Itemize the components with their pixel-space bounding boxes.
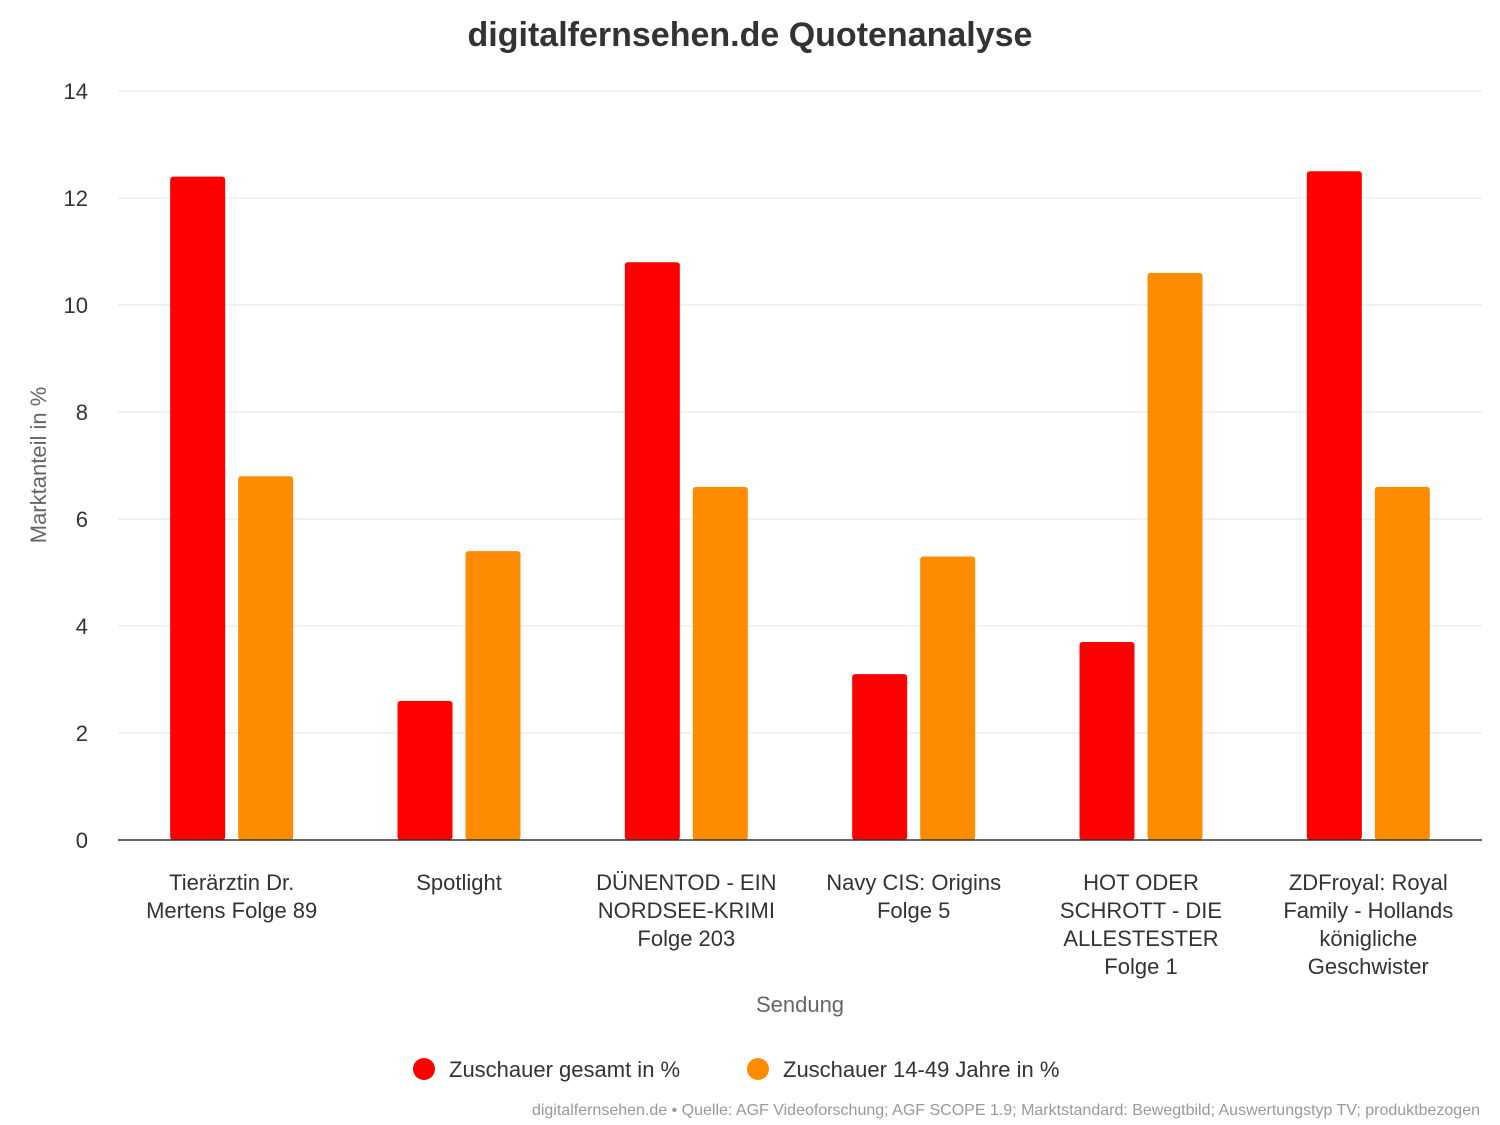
category-label-line: NORDSEE-KRIMI [598, 898, 775, 923]
legend-item-2[interactable]: Zuschauer 14-49 Jahre in % [747, 1057, 1059, 1082]
y-tick-label: 2 [76, 721, 88, 746]
y-tick-label: 0 [76, 828, 88, 853]
category-label-6: ZDFroyal: Royal Family - Hollands königlic… [1283, 870, 1453, 979]
category-label-line: Family - Hollands [1283, 898, 1453, 923]
gridlines [118, 90, 1482, 734]
legend-label: Zuschauer 14-49 Jahre in % [783, 1057, 1059, 1082]
y-tick-label: 6 [76, 507, 88, 532]
y-axis-title: Marktanteil in % [26, 387, 51, 544]
category-label-line: königliche [1319, 926, 1417, 951]
bar-series2-5[interactable] [1147, 272, 1203, 840]
bar-series2-2[interactable] [465, 551, 521, 840]
legend-marker [413, 1058, 435, 1080]
y-tick-label: 12 [64, 186, 88, 211]
bar-series1-3[interactable] [624, 262, 680, 840]
y-tick-label: 10 [64, 293, 88, 318]
y-tick-label: 4 [76, 614, 88, 639]
category-label-line: Tierärztin Dr. [169, 870, 294, 895]
y-tick-label: 8 [76, 400, 88, 425]
category-label-5: HOT ODER SCHROTT - DIE ALLESTESTER Folge 1 [1060, 870, 1222, 979]
bar-series1-1[interactable] [170, 176, 226, 841]
category-label-line: Folge 5 [877, 898, 950, 923]
x-axis-categories: Tierärztin Dr. Mertens Folge 89 Spotlight D… [146, 870, 1453, 979]
x-axis-title: Sendung [756, 992, 844, 1017]
y-tick-label: 14 [64, 79, 88, 104]
category-label-line: Spotlight [416, 870, 502, 895]
bar-series2-6[interactable] [1374, 486, 1430, 840]
bar-series2-4[interactable] [920, 556, 976, 840]
bar-series2-1[interactable] [238, 476, 294, 840]
y-axis-ticks: 0 2 4 6 8 10 12 14 [64, 79, 88, 853]
bar-series2-3[interactable] [692, 486, 748, 840]
category-label-4: Navy CIS: Origins Folge 5 [826, 870, 1001, 923]
bar-series1-6[interactable] [1306, 171, 1362, 840]
bar-series1-4[interactable] [852, 674, 908, 840]
category-label-line: DÜNENTOD - EIN [596, 870, 777, 895]
category-label-1: Tierärztin Dr. Mertens Folge 89 [146, 870, 317, 923]
bar-series1-5[interactable] [1079, 642, 1135, 840]
bars [170, 171, 1430, 841]
legend-label: Zuschauer gesamt in % [449, 1057, 680, 1082]
category-label-line: Geschwister [1308, 954, 1429, 979]
category-label-line: Folge 1 [1104, 954, 1177, 979]
category-label-line: ALLESTESTER [1063, 926, 1218, 951]
chart-credit: digitalfernsehen.de • Quelle: AGF Videof… [532, 1102, 1480, 1119]
category-label-3: DÜNENTOD - EIN NORDSEE-KRIMI Folge 203 [596, 870, 777, 951]
legend-item-1[interactable]: Zuschauer gesamt in % [413, 1057, 680, 1082]
legend: Zuschauer gesamt in % Zuschauer 14-49 Jah… [413, 1057, 1059, 1082]
chart-title: digitalfernsehen.de Quotenanalyse [468, 16, 1033, 54]
legend-marker [747, 1058, 769, 1080]
category-label-line: SCHROTT - DIE [1060, 898, 1222, 923]
category-label-line: HOT ODER [1083, 870, 1199, 895]
bar-series1-2[interactable] [397, 700, 453, 840]
category-label-line: ZDFroyal: Royal [1289, 870, 1448, 895]
category-label-line: Navy CIS: Origins [826, 870, 1001, 895]
category-label-2: Spotlight [416, 870, 502, 895]
category-label-line: Mertens Folge 89 [146, 898, 317, 923]
category-label-line: Folge 203 [637, 926, 735, 951]
